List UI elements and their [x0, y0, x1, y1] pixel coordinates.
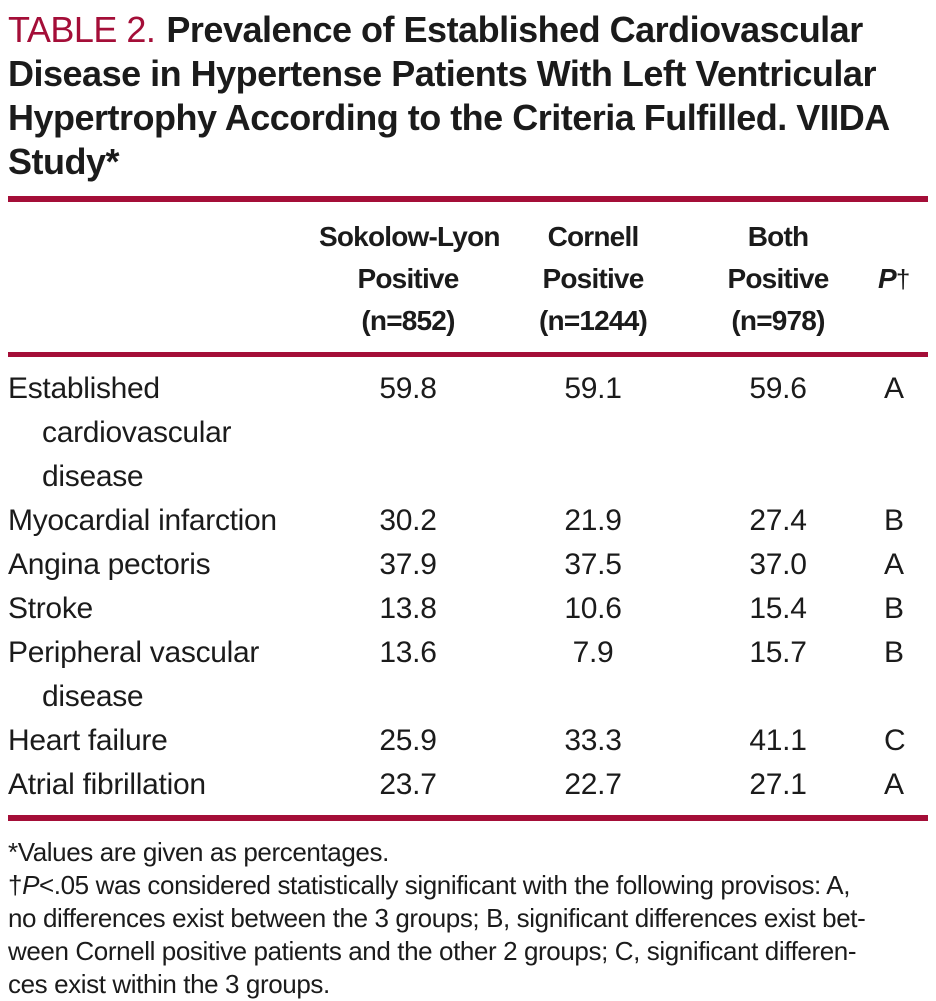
cell-cornell-value: 33.3: [564, 724, 622, 757]
title-text-4: Study*: [8, 141, 120, 182]
title-text-2: Disease in Hypertense Patients With Left…: [8, 53, 876, 94]
column-header-both: Both Positive (n=978): [688, 202, 868, 357]
cell-cornell-value: 7.9: [572, 636, 614, 669]
title-line-1: TABLE 2. Prevalence of Established Cardio…: [8, 8, 928, 52]
footnote-values-note: *Values are given as percentages.: [8, 837, 389, 867]
row-label: Stroke: [8, 592, 93, 625]
cell-p-group: A: [884, 372, 904, 405]
page-title: TABLE 2. Prevalence of Established Cardio…: [8, 8, 928, 184]
table-row-myocardial-infarction: Myocardial infarction 30.2 21.9 27.4 B: [8, 499, 928, 543]
row-label: Heart failure: [8, 724, 168, 757]
cell-p-group: B: [884, 592, 904, 625]
header-line: Positive: [542, 263, 645, 294]
column-header-p-value: P†: [868, 202, 928, 357]
row-label: Peripheral vascular disease: [8, 636, 260, 713]
cell-sokolow-value: 13.6: [379, 636, 437, 669]
header-spacer: [878, 216, 927, 258]
row-label: Established cardiovascular disease: [8, 372, 232, 493]
cell-p-group: B: [884, 636, 904, 669]
table-row-angina-pectoris: Angina pectoris 37.9 37.5 37.0 A: [8, 543, 928, 587]
footnote-p-note-line-1: †P<.05 was considered statistically sign…: [8, 869, 928, 902]
cell-p-group: A: [884, 548, 904, 581]
title-text-3: Hypertrophy According to the Criteria Fu…: [8, 97, 890, 138]
cell-cornell-value: 59.1: [564, 372, 622, 405]
cell-sokolow-value: 23.7: [379, 768, 437, 801]
footnote-dagger: †: [8, 870, 23, 900]
title-text-1: Prevalence of Established Cardiovascular: [166, 9, 863, 50]
cell-sokolow-value: 37.9: [379, 548, 437, 581]
cell-sokolow-value: 59.8: [379, 372, 437, 405]
cell-p-group: C: [884, 724, 906, 757]
title-line-4: Study*: [8, 140, 928, 184]
title-line-3: Hypertrophy According to the Criteria Fu…: [8, 96, 928, 140]
header-line: Positive: [357, 263, 460, 294]
prevalence-table: Sokolow-Lyon Positive (n=852) Cornell Po…: [8, 202, 928, 821]
dagger-symbol: †: [895, 264, 910, 294]
header-line: Positive: [727, 263, 830, 294]
footnote-text: <.05 was considered statistically signif…: [39, 870, 851, 900]
cell-both-value: 15.7: [749, 636, 807, 669]
cell-cornell-value: 22.7: [564, 768, 622, 801]
header-line: Cornell: [547, 221, 640, 252]
cell-p-group: B: [884, 504, 904, 537]
header-line: (n=852): [361, 305, 455, 336]
cell-both-value: 37.0: [749, 548, 807, 581]
cell-both-value: 15.4: [749, 592, 807, 625]
table-footnotes: *Values are given as percentages. †P<.05…: [8, 836, 928, 1001]
cell-both-value: 59.6: [749, 372, 807, 405]
column-header-cornell: Cornell Positive (n=1244): [498, 202, 688, 357]
row-label: Angina pectoris: [8, 548, 211, 581]
footnote-p-symbol: P: [22, 870, 40, 900]
rule-top: [8, 196, 928, 202]
table-row-established-cvd: Established cardiovascular disease 59.8 …: [8, 355, 928, 500]
column-header-sokolow-lyon: Sokolow-Lyon Positive (n=852): [318, 202, 500, 357]
header-line: Sokolow-Lyon: [319, 221, 500, 252]
header-line: (n=978): [731, 305, 825, 336]
header-line: (n=1244): [539, 305, 648, 336]
header-line: Both: [747, 221, 809, 252]
cell-cornell-value: 21.9: [564, 504, 622, 537]
footnote-p-note-line-4: ces exist within the 3 groups.: [8, 969, 330, 999]
table-row-atrial-fibrillation: Atrial fibrillation 23.7 22.7 27.1 A: [8, 763, 928, 818]
table-header-row: Sokolow-Lyon Positive (n=852) Cornell Po…: [8, 202, 928, 357]
cell-both-value: 27.1: [749, 768, 807, 801]
row-label: Atrial fibrillation: [8, 768, 206, 801]
cell-both-value: 27.4: [749, 504, 807, 537]
cell-sokolow-value: 13.8: [379, 592, 437, 625]
cell-sokolow-value: 30.2: [379, 504, 437, 537]
row-label: Myocardial infarction: [8, 504, 277, 537]
cell-p-group: A: [884, 768, 904, 801]
p-symbol: P: [878, 263, 897, 294]
cell-cornell-value: 10.6: [564, 592, 622, 625]
footnote-p-note-line-3: ween Cornell positive patients and the o…: [8, 936, 857, 966]
title-line-2: Disease in Hypertense Patients With Left…: [8, 52, 928, 96]
cell-cornell-value: 37.5: [564, 548, 622, 581]
table-number-label: TABLE 2.: [8, 9, 156, 50]
cell-sokolow-value: 25.9: [379, 724, 437, 757]
header-empty-cell: [8, 202, 318, 357]
footnote-p-note-line-2: no differences exist between the 3 group…: [8, 903, 866, 933]
table-row-heart-failure: Heart failure 25.9 33.3 41.1 C: [8, 719, 928, 763]
cell-both-value: 41.1: [749, 724, 807, 757]
table-row-peripheral-vascular-disease: Peripheral vascular disease 13.6 7.9 15.…: [8, 631, 928, 719]
table-row-stroke: Stroke 13.8 10.6 15.4 B: [8, 587, 928, 631]
